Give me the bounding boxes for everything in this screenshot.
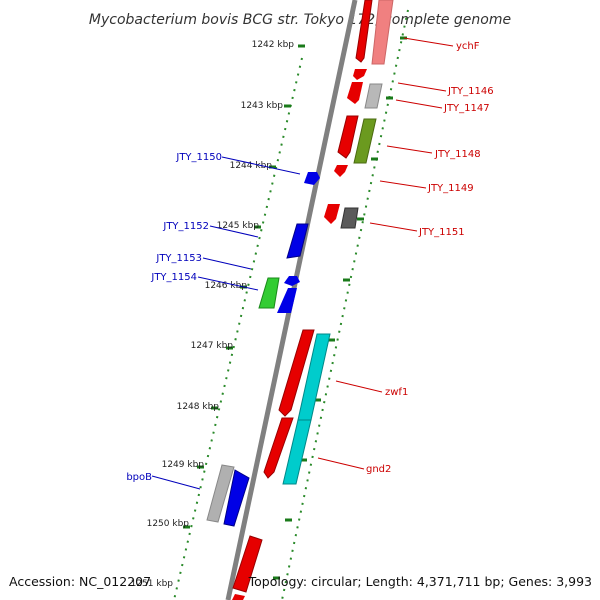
tick-label: 1243 kbp bbox=[241, 101, 284, 111]
gene-label-bpoB: bpoB bbox=[126, 472, 152, 483]
left-leader-lines bbox=[151, 156, 301, 490]
gene-arrow bbox=[286, 223, 309, 259]
gene-arrow bbox=[278, 329, 315, 417]
outer-ruler-line bbox=[173, 57, 303, 600]
tick-label: 1246 kbp bbox=[205, 281, 248, 291]
gene-arrow bbox=[353, 69, 367, 80]
tick-label: 1242 kbp bbox=[252, 40, 295, 50]
gene-arrow bbox=[340, 207, 359, 229]
accession-text: Accession: NC_012207 bbox=[9, 574, 151, 589]
gene-arrow bbox=[337, 115, 359, 159]
genome-summary-text: Topology: circular; Length: 4,371,711 bp… bbox=[248, 574, 592, 589]
gene-arrow bbox=[324, 204, 340, 224]
tick-label: 1244 kbp bbox=[230, 161, 273, 171]
gene-label-zwf1: zwf1 bbox=[385, 387, 408, 398]
gene-label-jty-1153: JTY_1153 bbox=[155, 253, 202, 264]
gene-label-jty-1154: JTY_1154 bbox=[150, 272, 197, 283]
gene-label-jty-1146: JTY_1146 bbox=[447, 86, 494, 97]
gene-arrow bbox=[232, 594, 245, 600]
gene-arrow bbox=[355, 0, 373, 63]
gene-arrow bbox=[282, 419, 312, 485]
gene-arrow bbox=[284, 276, 300, 286]
right-leader-lines bbox=[317, 37, 454, 470]
gene-label-jty-1152: JTY_1152 bbox=[162, 221, 209, 232]
gene-label-jty-1150: JTY_1150 bbox=[175, 152, 222, 163]
gene-label-jty-1149: JTY_1149 bbox=[427, 183, 474, 194]
gene-arrow bbox=[334, 165, 348, 177]
gene-arrow bbox=[263, 417, 294, 479]
tick-label: 1249 kbp bbox=[162, 460, 205, 470]
tick-label: 1250 kbp bbox=[147, 519, 190, 529]
map-title: Mycobacterium bovis BCG str. Tokyo 172, … bbox=[89, 12, 511, 28]
gene-arrow bbox=[277, 288, 297, 313]
inner-tick-marks bbox=[273, 36, 407, 580]
right-gene-labels: ychF JTY_1146 JTY_1147 JTY_1148 JTY_1149… bbox=[366, 41, 494, 475]
gene-arrow bbox=[371, 0, 394, 65]
gene-arrow bbox=[232, 535, 263, 593]
gene-arrow bbox=[304, 172, 320, 185]
gene-arrow bbox=[223, 469, 250, 527]
gene-label-jty-1147: JTY_1147 bbox=[443, 103, 490, 114]
gene-label-jty-1151: JTY_1151 bbox=[418, 227, 465, 238]
tick-labels: 1242 kbp 1243 kbp 1244 kbp 1245 kbp 1246… bbox=[131, 40, 295, 589]
reverse-strand-genes bbox=[206, 0, 373, 600]
gene-arrow bbox=[353, 118, 377, 164]
gene-arrow bbox=[347, 82, 363, 104]
gene-arrow bbox=[364, 83, 383, 109]
tick-label: 1247 kbp bbox=[191, 341, 234, 351]
forward-strand-genes bbox=[282, 0, 394, 485]
gene-label-jty-1148: JTY_1148 bbox=[434, 149, 481, 160]
gene-label-gnd2: gnd2 bbox=[366, 464, 391, 475]
left-gene-labels: JTY_1150 JTY_1152 JTY_1153 JTY_1154 bpoB bbox=[126, 152, 222, 483]
gene-arrow bbox=[258, 277, 280, 309]
tick-label: 1245 kbp bbox=[217, 221, 260, 231]
gene-label-ychF: ychF bbox=[456, 41, 480, 52]
tick-label: 1251 kbp bbox=[131, 579, 174, 589]
tick-label: 1248 kbp bbox=[177, 402, 220, 412]
gene-arrow bbox=[206, 464, 235, 523]
